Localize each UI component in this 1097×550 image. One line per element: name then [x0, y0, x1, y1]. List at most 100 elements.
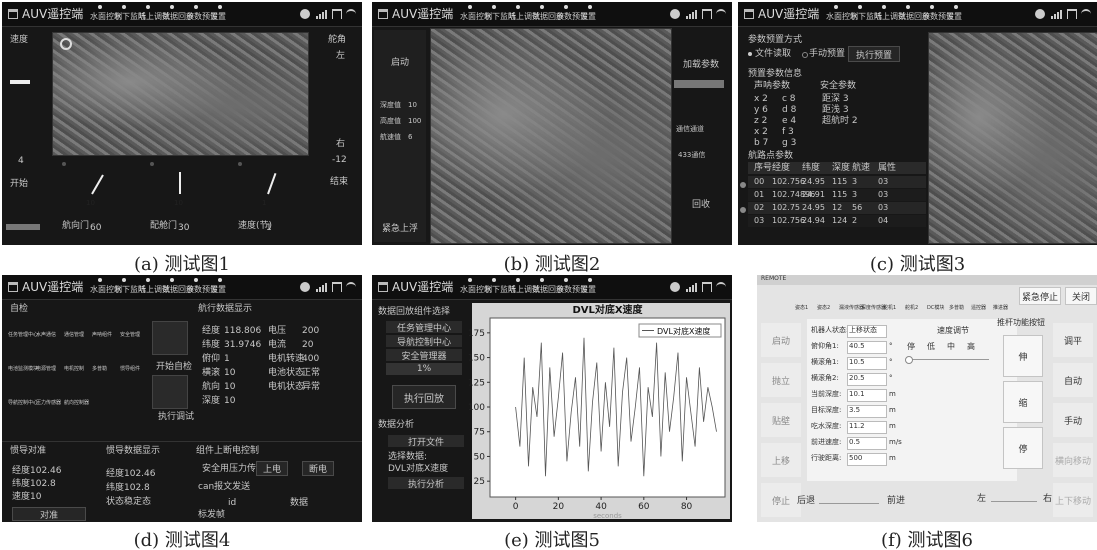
- left-button[interactable]: 贴壁: [761, 403, 801, 437]
- nav-tab[interactable]: 水下监听: [114, 12, 146, 21]
- table-cell: 102.75: [772, 203, 800, 212]
- nav-tab[interactable]: 陆上调试: [138, 285, 170, 294]
- nav-tab[interactable]: 数据回放: [162, 12, 194, 21]
- pusher-button[interactable]: 停: [1003, 427, 1043, 469]
- wifi-icon: [346, 9, 356, 19]
- power-on-button[interactable]: 上电: [256, 461, 288, 476]
- field-value: 上移状态: [849, 326, 877, 334]
- start-bar: [6, 224, 40, 230]
- right-button[interactable]: 横向移动: [1053, 443, 1093, 477]
- nav-name: 航向: [202, 382, 221, 392]
- recover-button[interactable]: 回收: [691, 199, 710, 210]
- signal-bar: [689, 287, 691, 292]
- nav-tab[interactable]: 参数预置: [556, 285, 588, 294]
- nav-tab[interactable]: 水面控制: [90, 12, 122, 21]
- left-button[interactable]: 停止: [761, 483, 801, 517]
- column-header: 航速: [852, 163, 871, 173]
- right-button[interactable]: 手动: [1053, 403, 1093, 437]
- nav-tab[interactable]: 水下监听: [850, 12, 882, 21]
- component-button[interactable]: 安全管理器: [386, 349, 462, 362]
- left-button[interactable]: 抛立: [761, 363, 801, 397]
- pusher-button[interactable]: 伸: [1003, 335, 1043, 377]
- nav-tab[interactable]: 参数预置: [922, 12, 954, 21]
- execute-button[interactable]: 执行预置: [848, 46, 900, 62]
- field-label: 横滚角2:: [811, 374, 839, 382]
- right-button[interactable]: 自动: [1053, 363, 1093, 397]
- module-name: 声呐组件: [92, 332, 113, 338]
- nav-tab[interactable]: 参数预置: [186, 285, 218, 294]
- nav-tab[interactable]: 参数预置: [186, 12, 218, 21]
- nav-tab[interactable]: 设置: [946, 12, 962, 21]
- header-bar: AUV遥控端 水面控制 水下监听 陆上调试 数据回放 参数预置 设置: [738, 2, 1097, 27]
- nav-tab[interactable]: 数据回放: [898, 12, 930, 21]
- close-button[interactable]: 关闭: [1065, 287, 1097, 305]
- nav-tab[interactable]: 水下监听: [484, 12, 516, 21]
- module-name: 电源管理: [36, 366, 57, 372]
- table-cell: 56: [852, 203, 863, 212]
- pusher-button[interactable]: 缩: [1003, 381, 1043, 423]
- nav-tab[interactable]: 陆上调试: [138, 12, 170, 21]
- align-name: 经度: [12, 466, 31, 476]
- wifi-icon: [1081, 9, 1091, 19]
- app-icon: [8, 9, 18, 19]
- open-button[interactable]: 打开文件: [388, 435, 464, 448]
- app-title: AUV遥控端: [758, 7, 820, 21]
- right-button[interactable]: 调平: [1053, 323, 1093, 357]
- radio-label: 手动预置: [809, 49, 846, 59]
- start-button[interactable]: 启动: [390, 57, 409, 68]
- progress-bar[interactable]: 1%: [386, 363, 462, 375]
- signal-bar: [695, 10, 697, 19]
- emergency-button[interactable]: 紧急上浮: [381, 223, 418, 234]
- gauge-reading: 1: [262, 199, 267, 207]
- load-button[interactable]: 加载参数: [682, 59, 719, 70]
- emergency-stop-button[interactable]: 紧急停止: [1019, 287, 1061, 305]
- component-button[interactable]: 任务管理中心: [386, 321, 462, 334]
- align-button[interactable]: 对准: [12, 507, 86, 521]
- nav-tab[interactable]: 数据回放: [162, 285, 194, 294]
- tab-dot: [122, 5, 126, 9]
- column-header: 深度: [832, 163, 851, 173]
- nav-tab[interactable]: 水面控制: [460, 12, 492, 21]
- nav-tab[interactable]: 设置: [580, 285, 596, 294]
- nav-tab[interactable]: 陆上调试: [874, 12, 906, 21]
- param: 距深 3: [822, 94, 849, 104]
- screenshot-d: AUV遥控端 水面控制 水下监听 陆上调试 数据回放 参数预置 设置 自检 任务管理中心 水声通信…: [2, 275, 362, 522]
- component-button[interactable]: 导航控制中心: [386, 335, 462, 348]
- caption: (c) 测试图3: [869, 254, 966, 275]
- nav-tab[interactable]: 数据回放: [532, 12, 564, 21]
- nav-tab[interactable]: 水下监听: [484, 285, 516, 294]
- left-button[interactable]: 启动: [761, 323, 801, 357]
- tab-dot: [492, 5, 496, 9]
- nav-tab[interactable]: 设置: [210, 285, 226, 294]
- analyze-button[interactable]: 执行分析: [388, 477, 464, 490]
- app-icon: [378, 282, 388, 292]
- caption: (e) 测试图5: [504, 530, 600, 550]
- nav-tab[interactable]: 设置: [580, 12, 596, 21]
- nav-tab[interactable]: 水面控制: [826, 12, 858, 21]
- gauge-needle: [179, 172, 181, 194]
- power-off-button[interactable]: 断电: [302, 461, 334, 476]
- nav-tab[interactable]: 水下监听: [114, 285, 146, 294]
- field-value: 11.2: [849, 422, 865, 430]
- nav-tab[interactable]: 参数预置: [556, 12, 588, 21]
- nav-tab[interactable]: 陆上调试: [508, 12, 540, 21]
- subsection: 安全参数: [820, 81, 857, 91]
- left-button[interactable]: 上移: [761, 443, 801, 477]
- tab-dot: [98, 5, 102, 9]
- nav-tab[interactable]: 水面控制: [460, 285, 492, 294]
- nav-tab[interactable]: 水面控制: [90, 285, 122, 294]
- header-bar: AUV遥控端 水面控制 水下监听 陆上调试 数据回放 参数预置 设置: [2, 275, 362, 300]
- nav-tab[interactable]: 陆上调试: [508, 285, 540, 294]
- nav-tab[interactable]: 设置: [210, 12, 226, 21]
- ins-value: 稳定态: [124, 497, 152, 507]
- nav-value: 118.806: [224, 326, 262, 336]
- column-header: 属性: [878, 163, 897, 173]
- antenna-icon: [332, 9, 342, 19]
- screenshot-a: AUV遥控端 水面控制 水下监听 陆上调试 数据回放 参数预置 设置 速度 4 开始 舵角左右 -12…: [2, 2, 362, 245]
- replay-button[interactable]: 执行回放: [392, 385, 456, 409]
- sensor-name: 安全用压力传感器: [202, 464, 275, 474]
- tab-dot: [218, 5, 222, 9]
- nav-tab[interactable]: 数据回放: [532, 285, 564, 294]
- select-label: 选择数据:: [388, 452, 428, 462]
- right-button[interactable]: 上下移动: [1053, 483, 1093, 517]
